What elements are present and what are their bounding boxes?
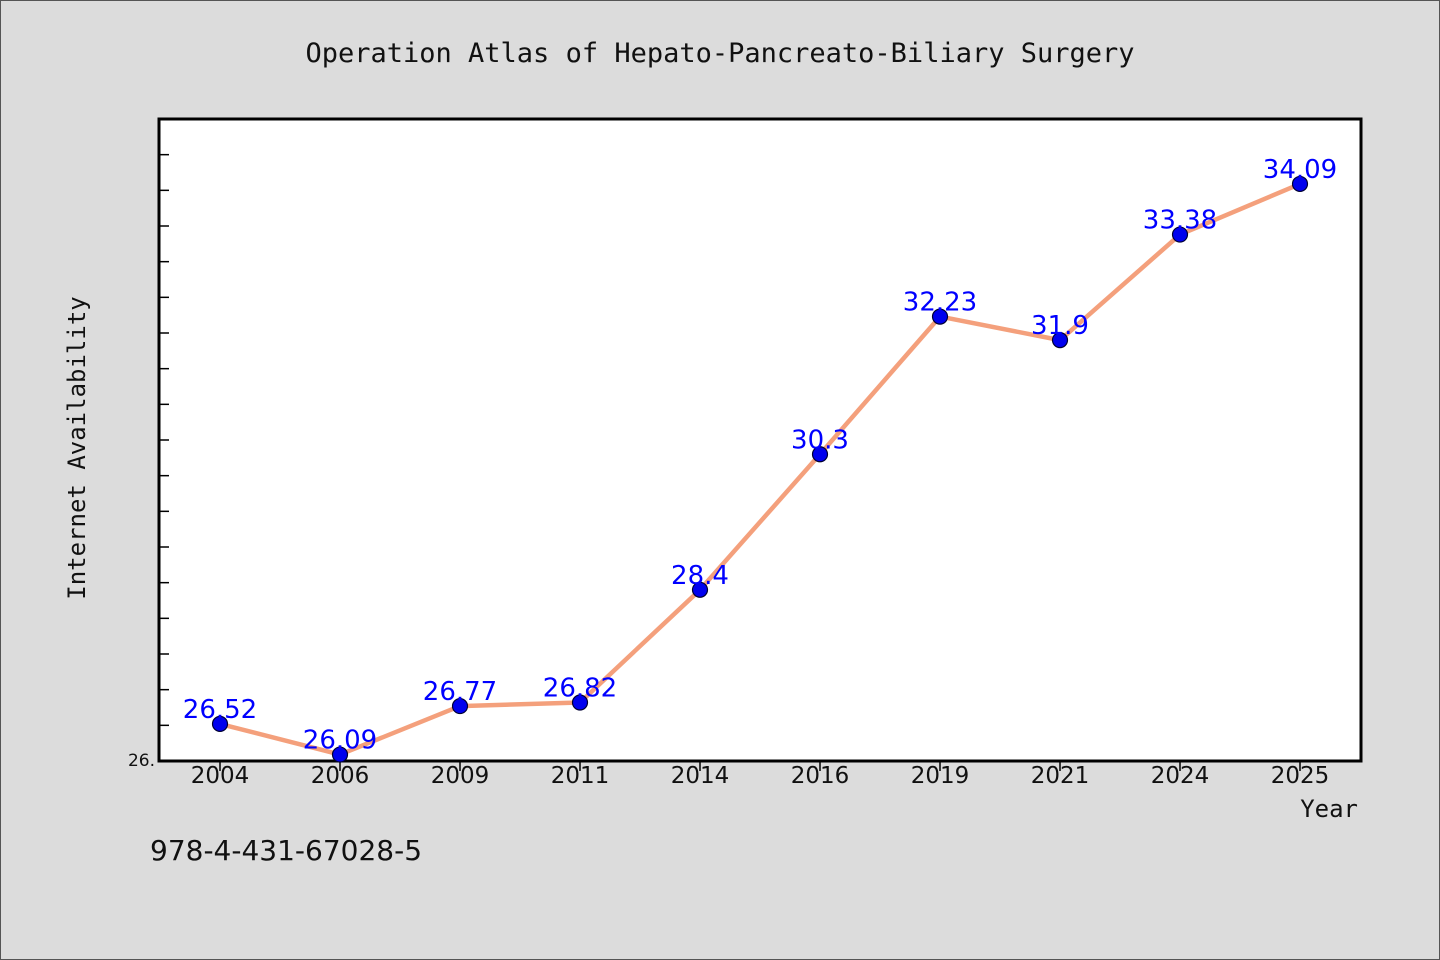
y-axis-tick-label: 26. [128, 751, 155, 771]
data-markers [211, 175, 1309, 763]
chart-title: Operation Atlas of Hepato-Pancreato-Bili… [305, 38, 1134, 69]
data-point [1171, 226, 1189, 243]
data-point [811, 446, 829, 463]
x-axis-tick-labels: 2004 2006 2009 2011 2014 2016 2019 2021 2024 2025 [191, 763, 1330, 789]
data-point [331, 746, 349, 763]
data-label: 32.23 [903, 288, 977, 318]
data-point [691, 581, 709, 598]
x-tick-label: 2004 [191, 763, 250, 789]
data-label: 28.4 [671, 561, 729, 591]
x-tick-label: 2006 [311, 763, 370, 789]
isbn-text: 978-4-431-67028-5 [150, 834, 423, 867]
y-axis-label: Internet Availability [63, 296, 91, 599]
data-label: 26.77 [423, 677, 497, 707]
data-label: 26.52 [183, 695, 257, 725]
data-labels: 26.52 26.09 26.77 26.82 28.4 30.3 32.23 31.9 33.… [183, 155, 1337, 756]
data-label: 26.09 [303, 726, 377, 756]
data-point [211, 715, 229, 733]
data-label: 34.09 [1263, 155, 1337, 185]
y-axis-ticks [159, 153, 169, 727]
data-label: 26.82 [543, 674, 617, 704]
data-label: 30.3 [791, 425, 849, 455]
series-line [217, 181, 1303, 757]
x-axis-label: Year [1300, 795, 1358, 823]
plot-area [157, 117, 1363, 763]
x-tick-label: 2009 [431, 763, 490, 789]
x-tick-label: 2025 [1271, 763, 1330, 789]
x-tick-label: 2016 [791, 763, 850, 789]
x-axis-ticks [219, 761, 1301, 771]
data-point [931, 308, 949, 325]
data-point [1051, 332, 1069, 349]
data-point [451, 697, 469, 715]
x-tick-label: 2014 [671, 763, 730, 789]
data-point [1291, 175, 1309, 193]
x-tick-label: 2019 [911, 763, 970, 789]
data-label: 31.9 [1031, 311, 1089, 341]
x-tick-label: 2024 [1151, 763, 1210, 789]
data-label: 33.38 [1143, 206, 1217, 236]
x-tick-label: 2021 [1031, 763, 1090, 789]
data-point [571, 694, 589, 711]
x-tick-label: 2011 [551, 763, 610, 789]
